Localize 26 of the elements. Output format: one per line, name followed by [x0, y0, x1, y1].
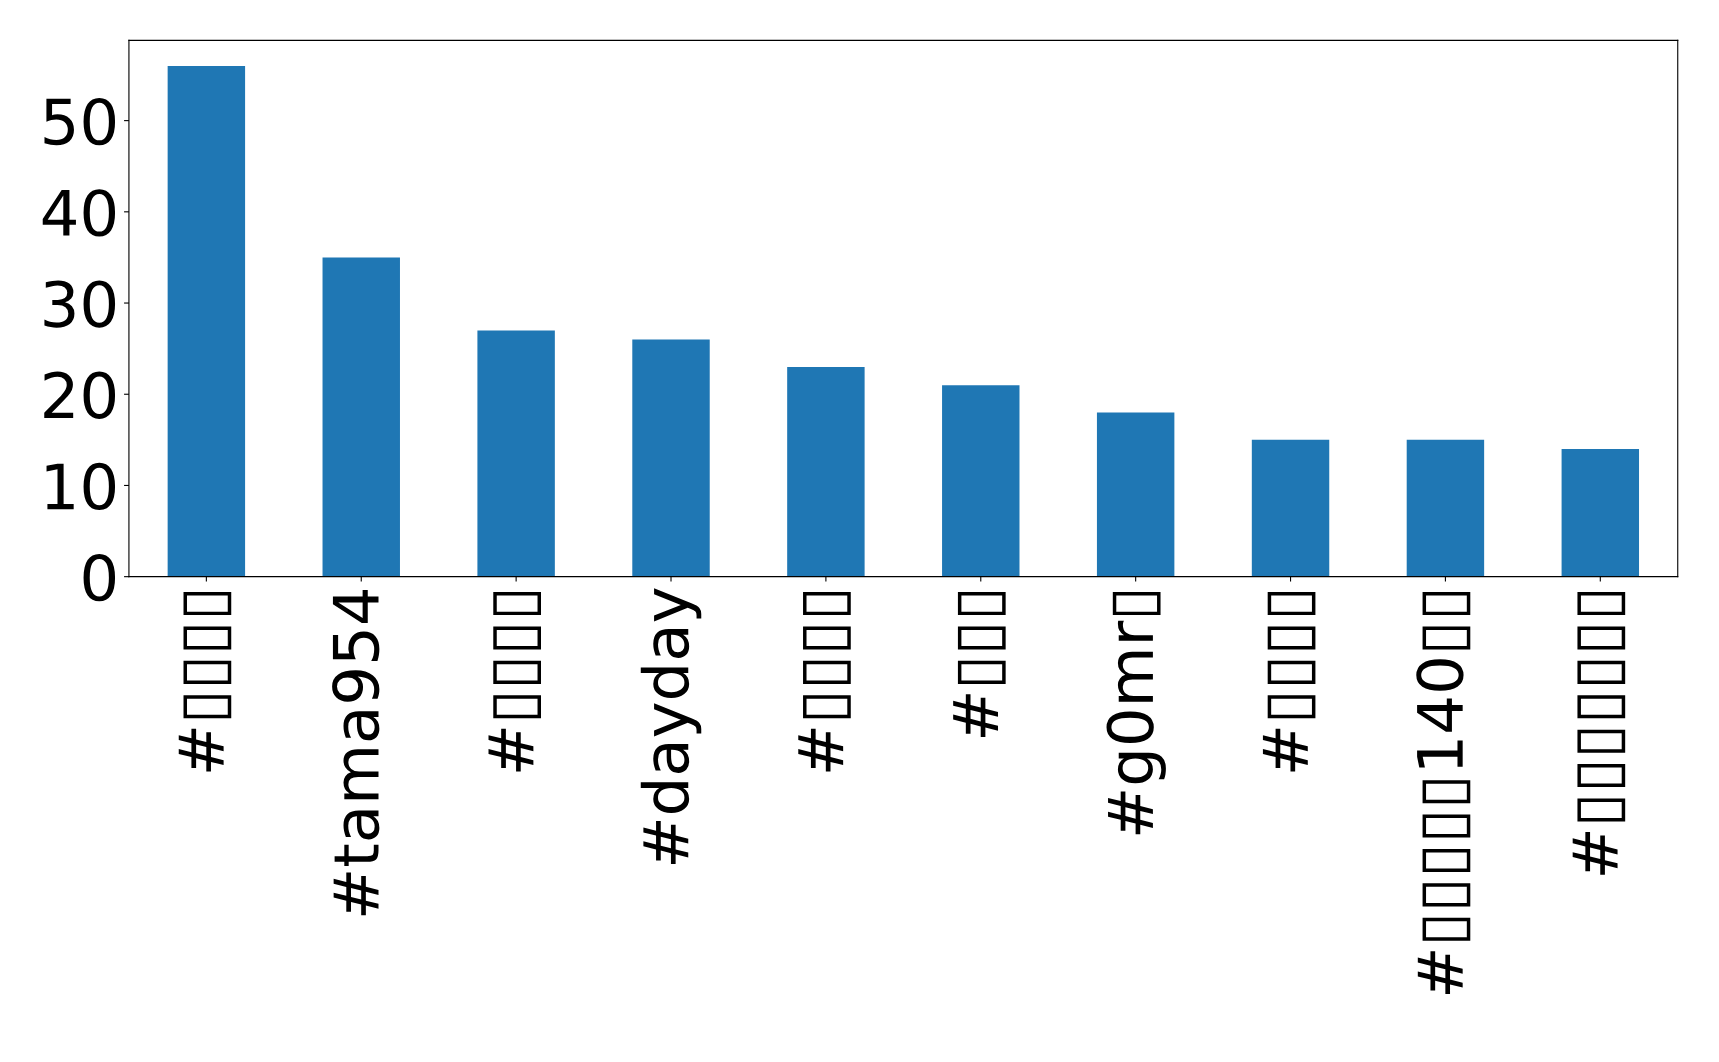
x-tick-label: #▯▯▯▯▯140▯▯ — [1416, 592, 1471, 994]
bar — [322, 257, 400, 577]
x-tick-label: #▯▯▯ — [953, 592, 1006, 738]
y-tick-label: 50 — [44, 97, 116, 146]
x-tick-label: #▯▯▯▯ — [1262, 592, 1316, 772]
bar — [787, 366, 865, 577]
y-tick-label: 40 — [42, 189, 116, 237]
bar — [942, 385, 1020, 577]
y-tick-label: 0 — [83, 554, 116, 602]
x-tick-label: #g0mr▯ — [1106, 592, 1166, 835]
bar — [1251, 439, 1330, 577]
x-tick-label: #tama954 — [332, 589, 380, 916]
x-tick-label: #▯▯▯▯▯▯▯ — [1572, 592, 1626, 875]
y-tick-label: 30 — [44, 280, 116, 328]
bar — [1096, 412, 1175, 577]
x-tick-label: #▯▯▯▯ — [488, 592, 541, 772]
x-tick-label: #▯▯▯▯ — [178, 592, 232, 772]
x-tick-label: #▯▯▯▯ — [798, 592, 851, 772]
y-tick-label: 20 — [44, 371, 116, 419]
y-tick-label: 10 — [46, 462, 116, 511]
bar — [632, 339, 710, 577]
bar — [477, 330, 555, 577]
bar — [1561, 448, 1640, 577]
bar — [167, 65, 246, 577]
bar — [1406, 439, 1485, 577]
x-tick-label: #dayday — [640, 588, 702, 864]
